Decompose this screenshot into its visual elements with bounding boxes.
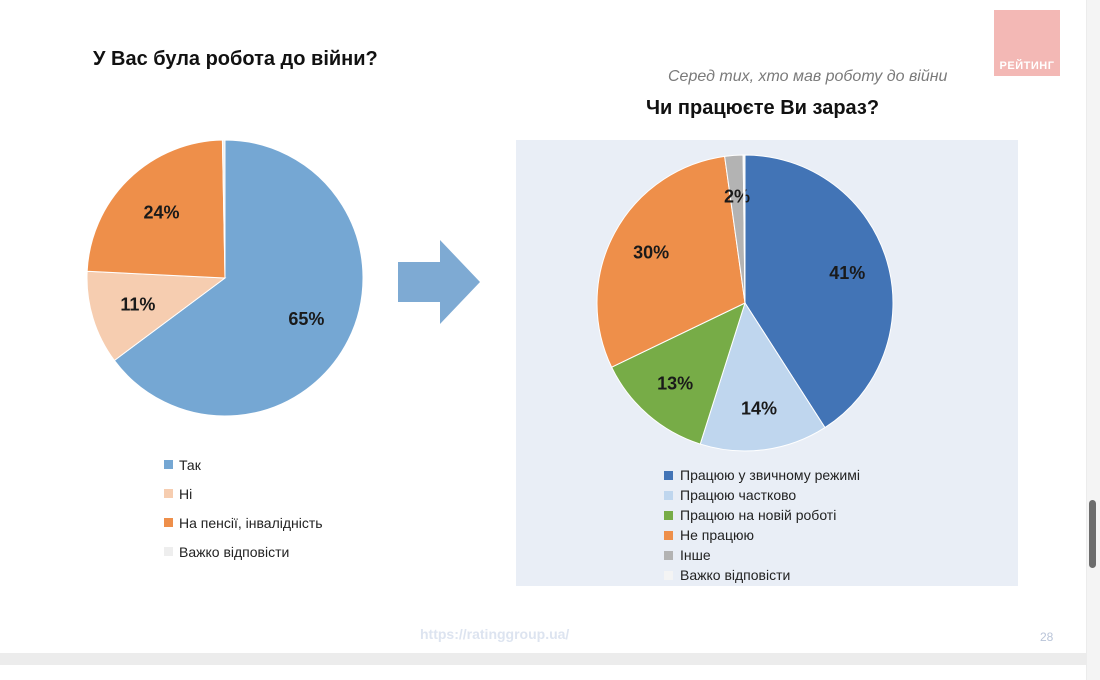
- right-chart-title: Чи працюєте Ви зараз?: [646, 97, 880, 119]
- legend-label: Важко відповісти: [680, 567, 791, 583]
- pie-slice-vazhko-vidpovisty: [221, 139, 226, 279]
- legend-item-ni: Ні: [164, 479, 323, 508]
- legend-item-ne-pratsiuiu: Не працюю: [664, 525, 860, 545]
- pie-slice-ne-pratsiuiu: [596, 155, 746, 368]
- legend-swatch: [164, 518, 173, 527]
- legend-label: Важко відповісти: [179, 543, 290, 560]
- data-label-pratsiuiu-u-zvychnomu-rezhymi: 41%: [829, 263, 865, 283]
- legend-label: Ні: [179, 485, 193, 502]
- pie-chart-work-before-war: 65% 11% 24%: [86, 139, 364, 417]
- legend-label: Працюю у звичному режимі: [680, 467, 860, 483]
- legend-swatch: [664, 550, 673, 560]
- pie-chart-work-now: 41% 14% 13% 30% 2%: [596, 154, 894, 452]
- legend-label: Так: [179, 456, 201, 473]
- legend-swatch: [664, 470, 673, 480]
- scrollbar-thumb[interactable]: [1089, 500, 1096, 568]
- legend-item-pratsiuiu-chastkovo: Працюю частково: [664, 485, 860, 505]
- legend-item-tak: Так: [164, 450, 323, 479]
- legend-item-inshe: Інше: [664, 545, 860, 565]
- rating-logo: РЕЙТИНГ: [994, 10, 1060, 76]
- data-label-pratsiuiu-chastkovo: 14%: [741, 399, 777, 419]
- legend-label: Працюю на новій роботі: [680, 507, 837, 523]
- legend-swatch: [164, 460, 173, 469]
- legend-swatch: [664, 510, 673, 520]
- legend-item-pratsiuiu-na-novii-roboti: Працюю на новій роботі: [664, 505, 860, 525]
- pie-slice-na-pensii-invalidnist: [86, 139, 226, 279]
- scrollbar-track[interactable]: [1087, 0, 1100, 680]
- legend-label: На пенсії, інвалідність: [179, 514, 323, 531]
- data-label-tak: 65%: [288, 309, 324, 329]
- legend-label: Працюю частково: [680, 487, 797, 503]
- pie-slice-pratsiuiu-u-zvychnomu-rezhymi: [744, 154, 894, 429]
- legend-swatch: [164, 489, 173, 498]
- logo-text: РЕЙТИНГ: [999, 60, 1055, 72]
- left-legend: Так Ні На пенсії, інвалідність Важко відпов…: [164, 450, 323, 566]
- pie-slice-vazhko-vidpovisty: [742, 154, 746, 304]
- legend-swatch: [664, 530, 673, 540]
- legend-swatch: [164, 547, 173, 556]
- pie-slice-ni: [86, 270, 227, 362]
- page-number: 28: [1040, 630, 1054, 644]
- next-slide-edge: [0, 665, 1086, 680]
- data-label-ni: 11%: [120, 295, 155, 315]
- left-chart-title: У Вас була робота до війни?: [93, 48, 378, 70]
- footer-url-link[interactable]: https://ratinggroup.ua/: [420, 626, 570, 642]
- legend-item-vazhko-vidpovisty: Важко відповісти: [664, 565, 860, 585]
- legend-swatch: [664, 490, 673, 500]
- legend-item-vazhko-vidpovisty: Важко відповісти: [164, 537, 323, 566]
- pie-slice-pratsiuiu-chastkovo: [699, 301, 826, 452]
- pie-slice-pratsiuiu-na-novii-roboti: [610, 302, 746, 445]
- legend-swatch: [664, 570, 673, 580]
- legend-item-na-pensii-invalidnist: На пенсії, інвалідність: [164, 508, 323, 537]
- legend-label: Не працюю: [680, 527, 754, 543]
- data-label-na-pensii-invalidnist: 24%: [144, 203, 180, 223]
- data-label-ne-pratsiuiu: 30%: [633, 243, 669, 263]
- arrow-right-icon: [398, 240, 480, 324]
- data-label-inshe: 2%: [724, 187, 750, 207]
- data-label-pratsiuiu-na-novii-roboti: 13%: [657, 373, 693, 393]
- right-chart-subtitle: Серед тих, хто мав роботу до війни: [668, 68, 948, 85]
- pie-slice-tak: [113, 139, 364, 417]
- legend-item-pratsiuiu-u-zvychnomu-rezhymi: Працюю у звичному режимі: [664, 465, 860, 485]
- slide: У Вас була робота до війни? Серед тих, х…: [0, 0, 1086, 653]
- legend-label: Інше: [680, 547, 711, 563]
- right-legend: Працюю у звичному режимі Працюю частково П…: [664, 465, 860, 585]
